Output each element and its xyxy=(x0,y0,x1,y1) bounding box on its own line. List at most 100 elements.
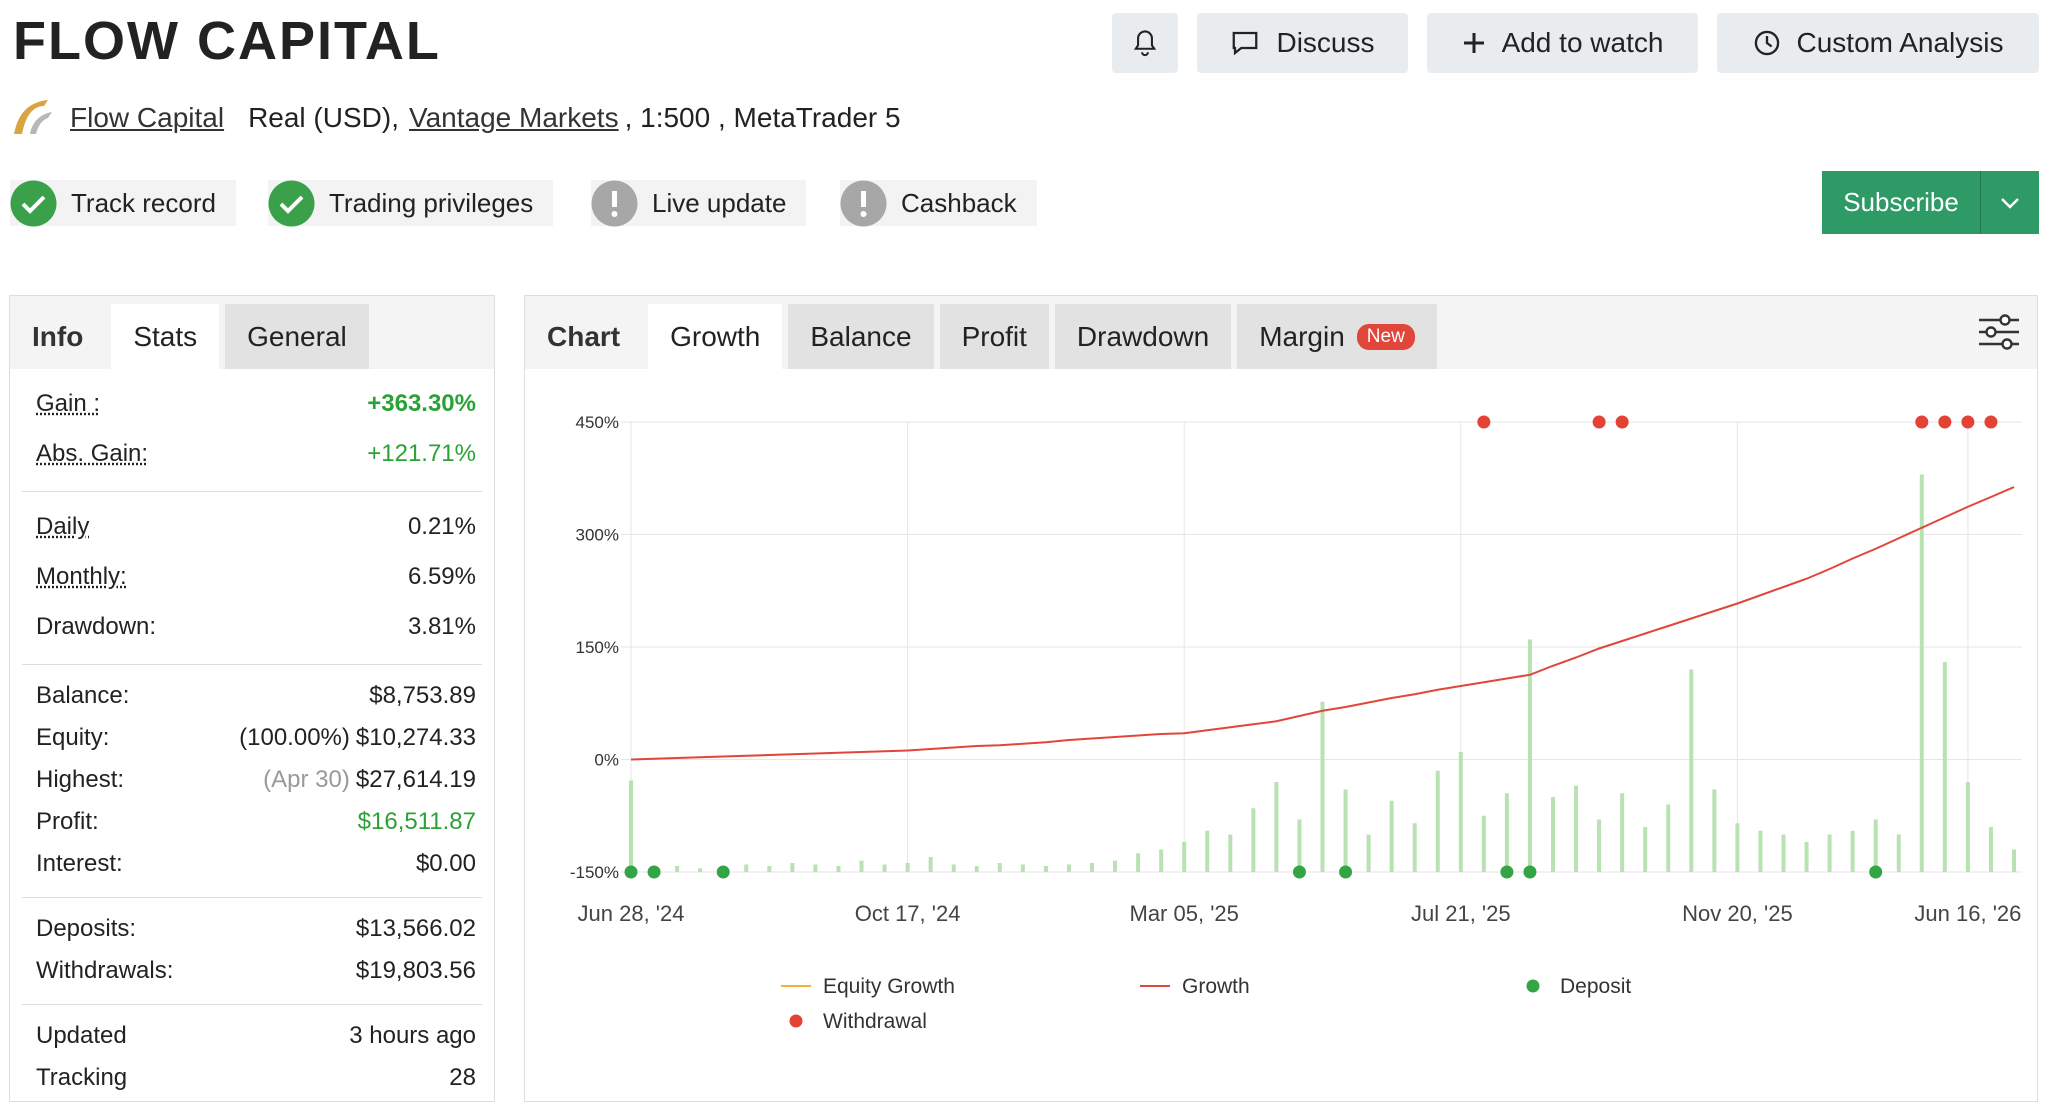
x-tick-label: Jun 28, '24 xyxy=(578,901,685,926)
y-tick-label: 0% xyxy=(594,751,619,770)
button-label: Custom Analysis xyxy=(1796,27,2004,58)
broker-link[interactable]: Vantage Markets xyxy=(408,102,619,133)
stat-label: Updated xyxy=(36,1022,127,1049)
event-marker xyxy=(1339,865,1353,879)
tab[interactable]: General xyxy=(225,304,369,369)
profit-bar xyxy=(1251,808,1256,872)
event-marker xyxy=(1500,865,1514,879)
stat-value-wrap: 0.21% xyxy=(408,513,476,541)
stat-label: Gain : xyxy=(36,390,101,417)
tab[interactable]: Balance xyxy=(788,304,934,369)
profit-bar xyxy=(1873,819,1878,872)
profit-bar xyxy=(1412,823,1417,872)
event-marker xyxy=(1961,415,1975,429)
tab[interactable]: Growth xyxy=(648,304,783,369)
stat-value: +121.71% xyxy=(367,440,476,467)
stat-value-wrap: 3.81% xyxy=(408,613,476,641)
profit-bar xyxy=(698,868,703,872)
profit-bar xyxy=(675,866,680,872)
profit-bar xyxy=(997,863,1002,872)
subscribe-label: Subscribe xyxy=(1843,187,1959,217)
profit-bar xyxy=(1896,834,1901,872)
profit-bar xyxy=(1551,797,1555,872)
stat-value-wrap: $16,511.87 xyxy=(358,808,476,836)
stat-label: Tracking xyxy=(36,1064,128,1091)
legend-marker xyxy=(789,1014,803,1028)
badge-label: Live update xyxy=(652,187,787,218)
profit-bar xyxy=(1274,782,1279,872)
tab[interactable]: Stats xyxy=(111,304,220,369)
badge-icon xyxy=(840,180,887,226)
stats-list: Gain : +363.30% Abs. Gain: +121.71% Daily 0.2… xyxy=(10,369,494,1111)
stat-value: 0.21% xyxy=(407,513,476,540)
stat-label: Drawdown: xyxy=(36,613,157,640)
profit-bar xyxy=(1850,830,1855,872)
stat-label: Equity: xyxy=(36,724,110,751)
profit-bar xyxy=(1020,864,1025,872)
stats-panel: Info Stats General Gain : +363.30% Abs. Gain… xyxy=(9,295,495,1102)
stat-value: 28 xyxy=(449,1064,476,1091)
profit-bar xyxy=(1090,863,1094,872)
tab[interactable]: Chart xyxy=(547,320,621,352)
profit-bar xyxy=(1942,662,1947,872)
stat-value: $16,511.87 xyxy=(357,808,476,835)
profit-bar xyxy=(1343,789,1348,872)
profit-bar xyxy=(1043,866,1048,872)
bell-icon xyxy=(1133,30,1157,57)
stat-value: 3 hours ago xyxy=(349,1022,476,1049)
stat-value-wrap: $19,803.56 xyxy=(356,957,476,985)
badge-icon xyxy=(268,180,315,226)
stats-row: Highest: (Apr 30) $27,614.19 xyxy=(22,759,482,801)
profit-bar xyxy=(1643,827,1648,872)
profit-bar xyxy=(1758,830,1763,872)
stat-label: Interest: xyxy=(36,850,123,877)
badge: Live update xyxy=(591,180,807,226)
owner-link[interactable]: Flow Capital xyxy=(70,102,225,133)
stats-group: Updated 3 hours ago Tracking 28 xyxy=(22,1005,482,1111)
y-tick-label: 450% xyxy=(576,413,619,432)
clock-icon xyxy=(1754,30,1779,56)
stats-row: Withdrawals: $19,803.56 xyxy=(22,950,482,992)
profit-bar xyxy=(1458,752,1463,872)
profit-bar xyxy=(1620,793,1625,872)
subscribe-menu[interactable] xyxy=(1980,171,2039,234)
chart-tabs: Chart Growth Balance Profit Drawdown Margin Ne… xyxy=(525,296,2037,369)
profit-bar xyxy=(1159,849,1164,872)
stat-value: +363.30% xyxy=(367,390,476,417)
bell-button[interactable] xyxy=(1112,13,1178,73)
profit-bar xyxy=(1228,834,1233,872)
event-marker xyxy=(1869,865,1883,879)
stats-row: Daily 0.21% xyxy=(22,502,482,552)
tab[interactable]: Drawdown xyxy=(1054,304,1232,369)
profit-bar xyxy=(1136,853,1141,872)
stat-value-wrap: +121.71% xyxy=(367,440,476,468)
stats-row: Balance: $8,753.89 xyxy=(22,675,482,717)
stat-value: $13,566.02 xyxy=(355,915,476,942)
stat-value-wrap: (Apr 30) $27,614.19 xyxy=(263,766,476,794)
discuss-button[interactable]: Discuss xyxy=(1197,13,1408,73)
stats-row: Tracking 28 xyxy=(22,1057,482,1099)
subscribe-button[interactable]: Subscribe xyxy=(1822,171,2039,234)
x-tick-label: Nov 20, '25 xyxy=(1682,901,1793,926)
profit-bar xyxy=(813,864,818,872)
analysis-button[interactable]: Custom Analysis xyxy=(1717,13,2039,73)
tab[interactable]: Margin New xyxy=(1237,304,1437,369)
stat-value: 6.59% xyxy=(407,563,476,590)
event-marker xyxy=(1615,415,1629,429)
tab[interactable]: Info xyxy=(32,320,84,352)
settings-icon[interactable] xyxy=(1977,312,2021,352)
stat-value-wrap: 6.59% xyxy=(408,563,476,591)
profit-bar xyxy=(1919,474,1924,872)
profit-bar xyxy=(744,864,749,872)
badge: Trading privileges xyxy=(268,180,554,226)
tab[interactable]: Profit xyxy=(939,304,1049,369)
growth-line xyxy=(630,486,2015,761)
profit-bar xyxy=(1666,804,1671,872)
profit-bar xyxy=(882,864,887,872)
stat-label: Highest: xyxy=(36,766,125,793)
watch-button[interactable]: Add to watch xyxy=(1427,13,1698,73)
profit-bar xyxy=(1066,864,1071,872)
event-marker xyxy=(1984,415,1998,429)
x-tick-label: Mar 05, '25 xyxy=(1130,901,1239,926)
stats-row: Monthly: 6.59% xyxy=(22,552,482,602)
